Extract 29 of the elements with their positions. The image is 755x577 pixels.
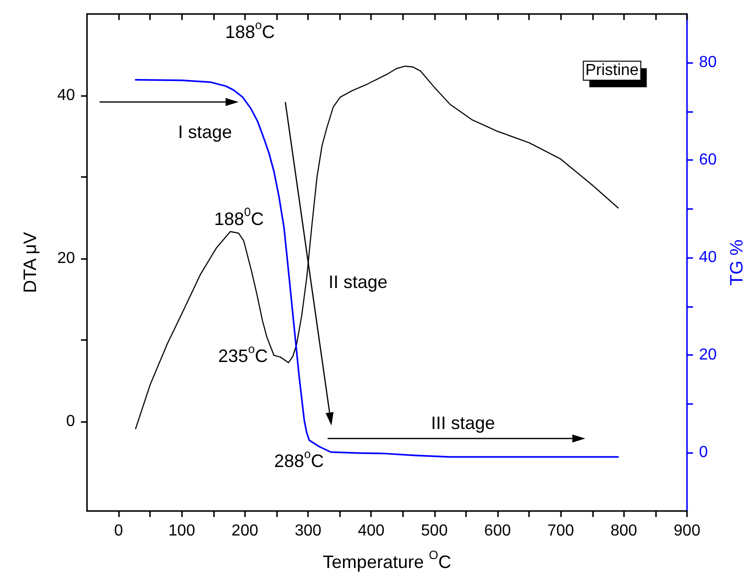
x-tick-label: 200 xyxy=(232,522,258,540)
x-tick-label: 0 xyxy=(114,522,124,540)
y-tick-label: 0 xyxy=(66,412,76,430)
x-tick-label: 100 xyxy=(168,522,196,540)
annotation: I stage xyxy=(178,122,232,142)
annotation: 288$^{o}$C xyxy=(274,447,324,471)
y2-tick-label: 80 xyxy=(699,54,717,72)
x-tick-label: 400 xyxy=(358,522,385,540)
x-tick-label: 900 xyxy=(674,522,700,540)
y2-tick-label: 40 xyxy=(699,249,717,266)
annotation: III stage xyxy=(430,412,496,433)
y2-axis-title: TG % xyxy=(726,239,747,286)
x-tick-label: 800 xyxy=(610,522,638,540)
annotation: II stage xyxy=(328,272,388,292)
y-axis-title: DTA μV xyxy=(20,232,40,294)
x-tick-label: 300 xyxy=(294,522,322,540)
annotation: 188$^{0}$C xyxy=(214,205,264,229)
y2-tick-label: 0 xyxy=(699,444,708,462)
y2-tick-label: 60 xyxy=(699,152,717,169)
y2-tick-label: 20 xyxy=(699,346,717,364)
annotation: 235$^{o}$C xyxy=(218,342,268,366)
x-tick-label: 700 xyxy=(547,522,574,540)
x-tick-label: 600 xyxy=(484,522,511,540)
annotation: 188$^{o}$C xyxy=(225,18,275,42)
y-tick-label: 20 xyxy=(57,250,76,267)
x-tick-label: 500 xyxy=(421,522,448,540)
y-tick-label: 40 xyxy=(57,86,76,104)
annotation: Pristine xyxy=(585,62,639,80)
x-axis-title: Temperature $^{O}$C xyxy=(322,548,452,572)
